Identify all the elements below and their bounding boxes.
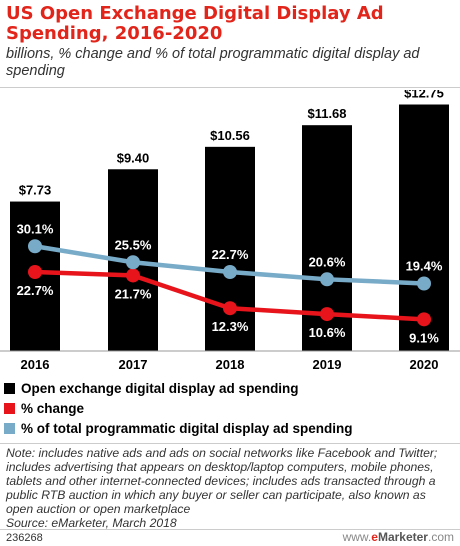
chart-plot: $7.73 $9.40 $10.56 $11.68 $12.75 22.7% 21.7% 12…: [0, 90, 460, 372]
legend-label-change: % change: [21, 400, 85, 416]
emarketer-logo[interactable]: www.eMarketer.com: [342, 530, 454, 544]
change-label-2020: 9.1%: [409, 330, 439, 345]
change-point-2020: [417, 312, 431, 327]
share-point-2017: [126, 255, 140, 270]
bar-2018: [205, 146, 255, 351]
legend-item-change: % change: [4, 398, 456, 418]
change-label-2019: 10.6%: [309, 325, 346, 340]
bar-label-2019: $11.68: [307, 106, 346, 121]
bar-label-2018: $10.56: [210, 128, 250, 143]
share-label-2019: 20.6%: [309, 254, 346, 269]
legend-swatch-change: [4, 402, 15, 414]
change-label-2016: 22.7%: [17, 283, 54, 298]
share-label-2018: 22.7%: [212, 247, 249, 262]
x-tick-2017: 2017: [119, 357, 148, 372]
change-point-2016: [28, 265, 42, 280]
top-divider: [0, 87, 460, 88]
bar-2020: [399, 104, 449, 351]
x-tick-2018: 2018: [216, 357, 245, 372]
legend-item-share: % of total programmatic digital display …: [4, 418, 456, 438]
x-tick-2019: 2019: [313, 357, 342, 372]
change-label-2017: 21.7%: [115, 286, 152, 301]
legend-swatch-spending: [4, 382, 15, 394]
legend: Open exchange digital display ad spendin…: [4, 378, 456, 438]
change-label-2018: 12.3%: [212, 319, 249, 334]
footer-divider: [0, 529, 460, 530]
footer: 236268 www.eMarketer.com: [0, 530, 460, 546]
share-point-2018: [223, 265, 237, 280]
x-tick-2020: 2020: [410, 357, 439, 372]
share-label-2016: 30.1%: [17, 221, 54, 236]
change-point-2019: [320, 307, 334, 322]
chart-title: US Open Exchange Digital Display Ad Spen…: [6, 3, 384, 44]
note-text: Note: includes native ads and ads on soc…: [6, 446, 438, 516]
bar-label-2020: $12.75: [404, 90, 444, 101]
chart-id: 236268: [6, 532, 43, 544]
change-point-2017: [126, 268, 140, 283]
share-label-2017: 25.5%: [115, 237, 152, 252]
x-tick-2016: 2016: [21, 357, 50, 372]
share-point-2016: [28, 239, 42, 254]
bar-label-2017: $9.40: [117, 150, 150, 165]
note-divider: [0, 443, 460, 444]
share-point-2019: [320, 272, 334, 287]
legend-label-spending: Open exchange digital display ad spendin…: [21, 380, 299, 396]
legend-item-spending: Open exchange digital display ad spendin…: [4, 378, 456, 398]
source-text: Source: eMarketer, March 2018: [6, 516, 177, 530]
chart-subtitle: billions, % change and % of total progra…: [6, 46, 420, 79]
bar-label-2016: $7.73: [19, 183, 52, 198]
legend-label-share: % of total programmatic digital display …: [21, 420, 353, 436]
note-block: Note: includes native ads and ads on soc…: [6, 446, 456, 530]
change-point-2018: [223, 301, 237, 316]
share-point-2020: [417, 276, 431, 291]
share-label-2020: 19.4%: [406, 258, 443, 273]
legend-swatch-share: [4, 422, 15, 434]
